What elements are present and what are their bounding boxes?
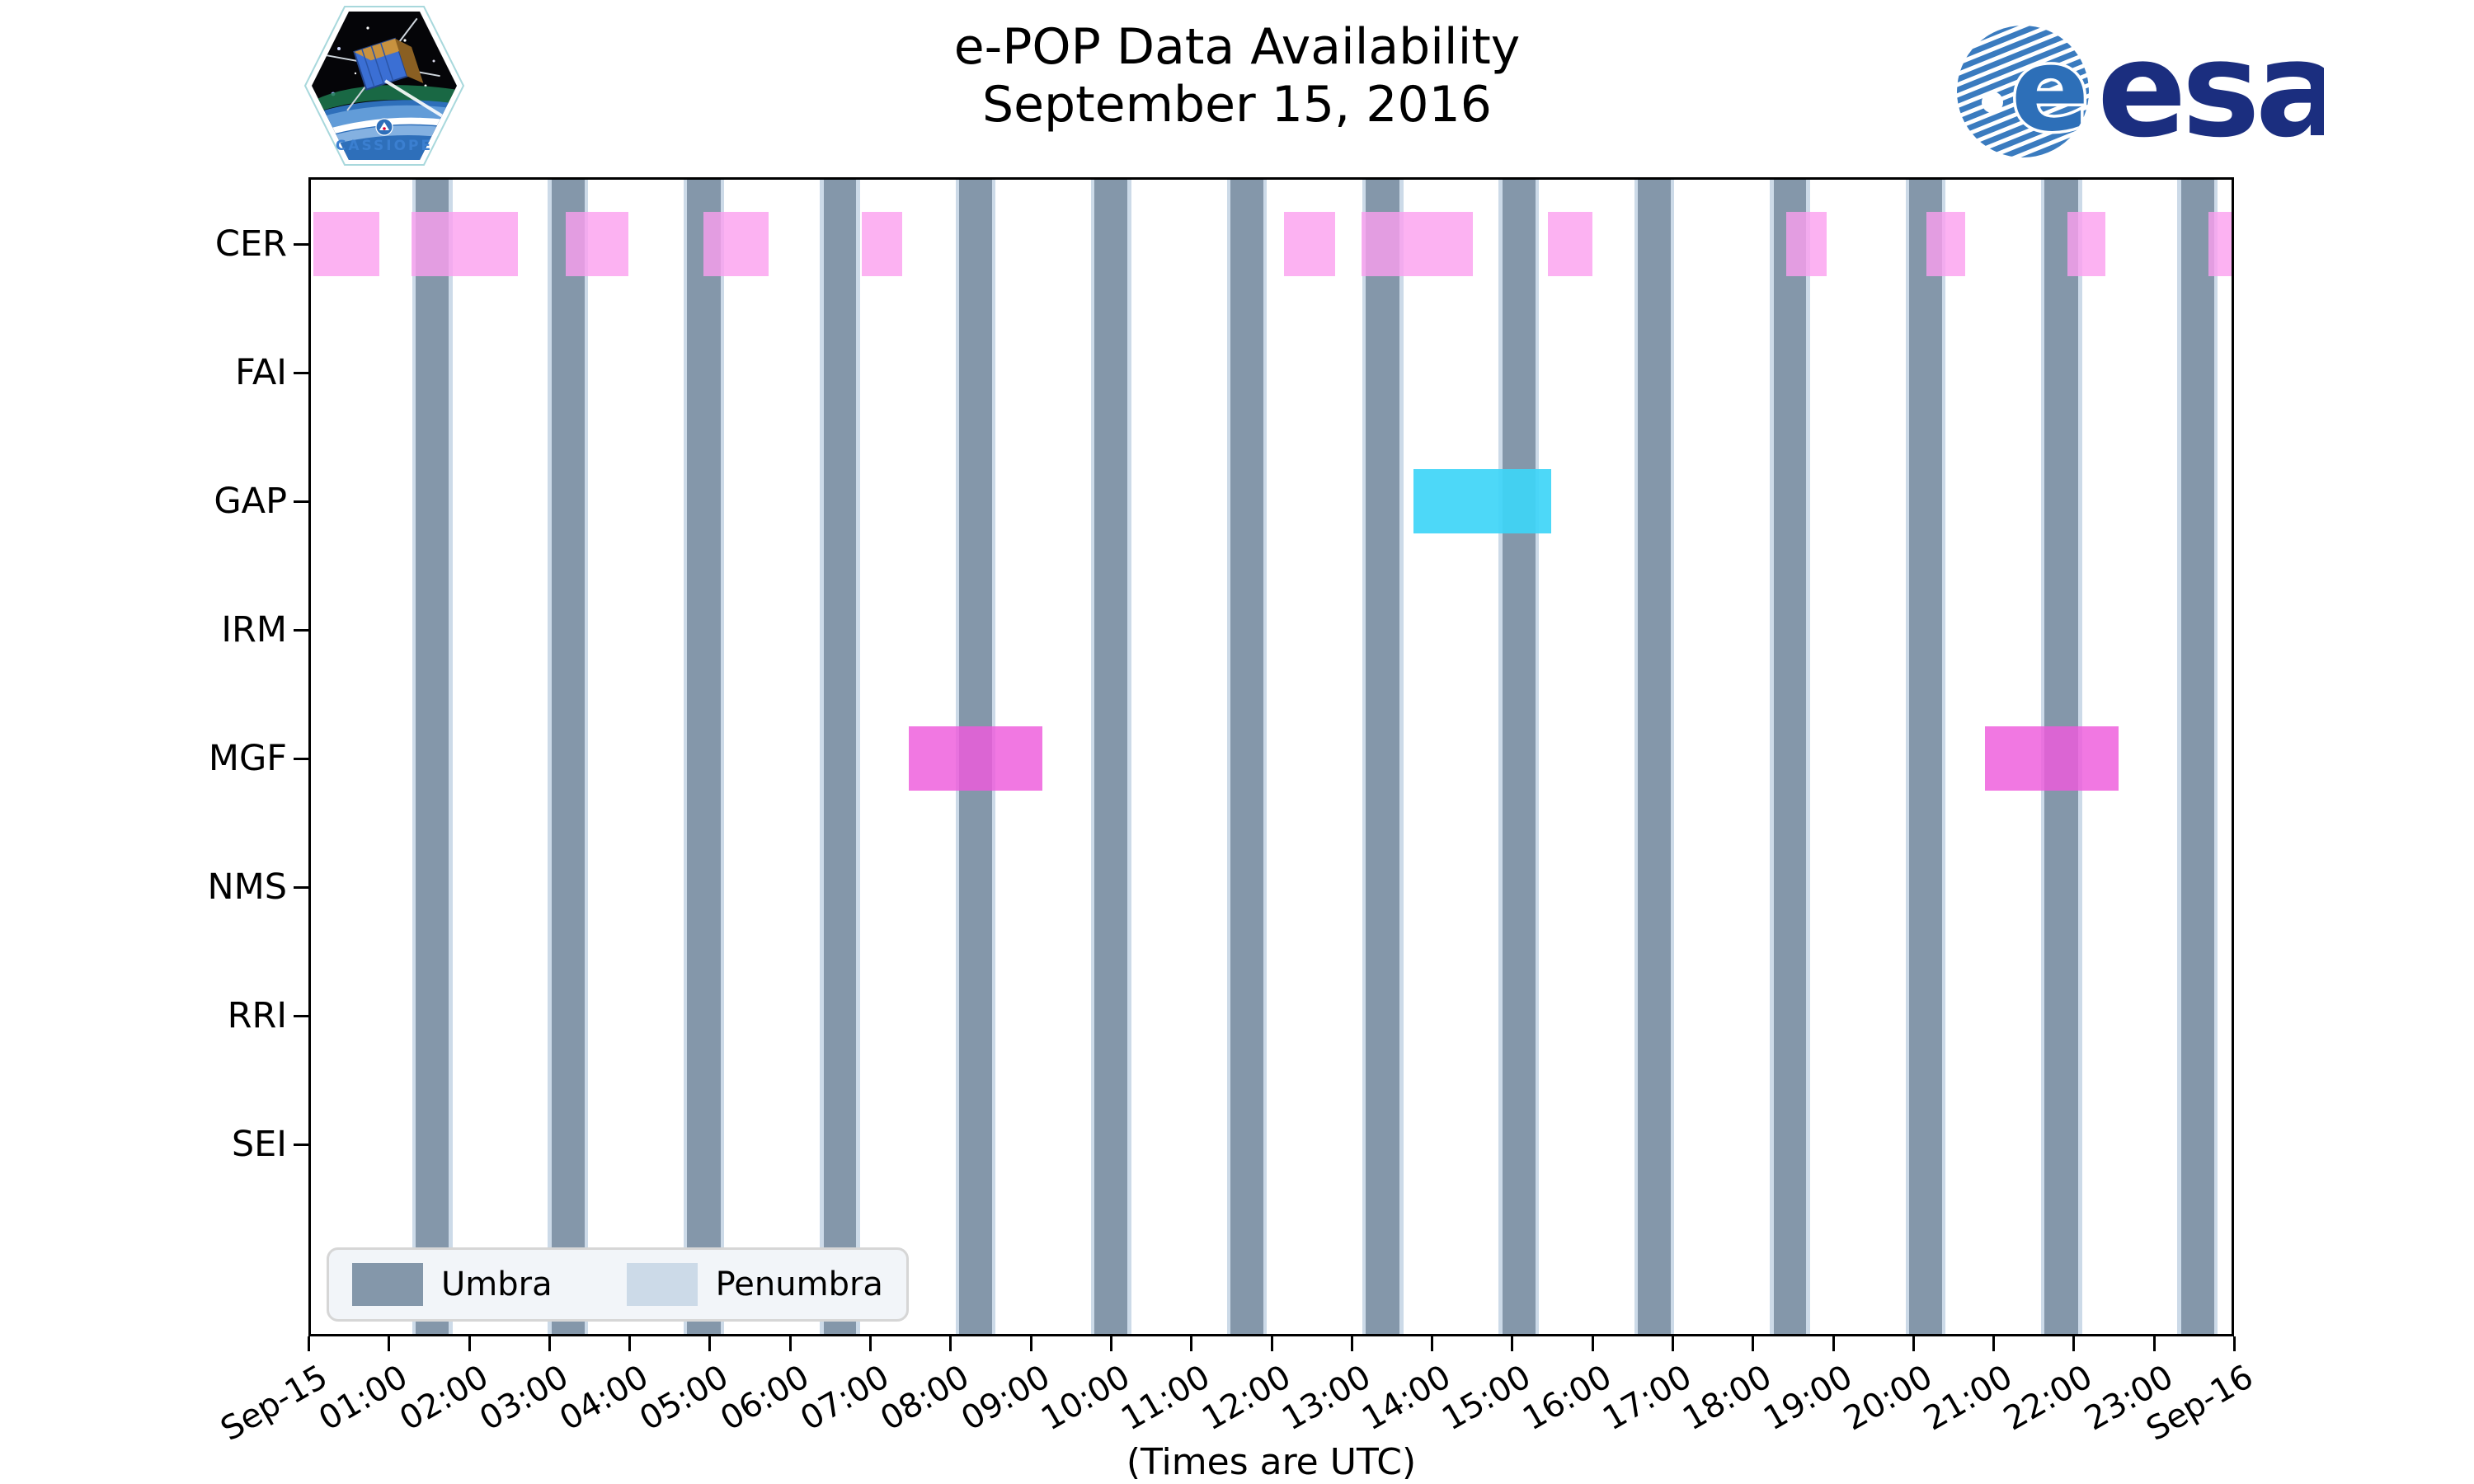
x-tick [1350, 1336, 1353, 1351]
legend-item-penumbra: Penumbra [626, 1263, 883, 1306]
esa-globe-e: e [2011, 23, 2090, 157]
cer-availability-bar [2208, 212, 2234, 276]
x-tick [388, 1336, 391, 1351]
cer-availability-bar [1926, 212, 1966, 276]
x-axis-caption: (Times are UTC) [1126, 1441, 1417, 1483]
umbra-swatch [352, 1263, 423, 1306]
x-tick [1752, 1336, 1755, 1351]
x-tick [1029, 1336, 1032, 1351]
x-tick [2152, 1336, 2156, 1351]
x-tick [1832, 1336, 1835, 1351]
y-tick [294, 629, 308, 632]
umbra-stripe [1908, 177, 1942, 1336]
mgf-availability-bar [1985, 726, 2119, 791]
y-tick [294, 500, 308, 503]
y-label-mgf: MGF [208, 738, 287, 779]
umbra-stripe [416, 177, 449, 1336]
penumbra-label: Penumbra [715, 1266, 883, 1303]
x-tick [1109, 1336, 1112, 1351]
umbra-stripe [1773, 177, 1807, 1336]
x-tick [308, 1336, 310, 1351]
gap-availability-bar [1413, 469, 1552, 533]
umbra-stripe [823, 177, 857, 1336]
y-tick [294, 1144, 308, 1146]
cer-availability-bar [1548, 212, 1592, 276]
umbra-stripe [1366, 177, 1400, 1336]
x-tick [1190, 1336, 1193, 1351]
cer-availability-bar [313, 212, 379, 276]
y-tick [294, 243, 308, 246]
x-tick [2233, 1336, 2236, 1351]
y-label-fai: FAI [235, 352, 287, 393]
legend: Umbra Penumbra [327, 1247, 909, 1322]
esa-logo: e esa [1957, 12, 2324, 167]
x-tick [788, 1336, 792, 1351]
esa-wordmark: esa [2097, 12, 2324, 167]
x-tick [949, 1336, 952, 1351]
x-tick [468, 1336, 471, 1351]
x-tick [708, 1336, 712, 1351]
cassiope-label: CASSIOPE [336, 138, 433, 154]
y-label-gap: GAP [214, 481, 287, 522]
x-tick [1511, 1336, 1514, 1351]
umbra-stripe [551, 177, 585, 1336]
cer-availability-bar [566, 212, 629, 276]
y-tick [294, 758, 308, 760]
cassiope-logo: CASSIOPE [303, 6, 465, 166]
x-tick [548, 1336, 551, 1351]
cer-availability-bar [2067, 212, 2106, 276]
x-tick [1912, 1336, 1915, 1351]
umbra-label: Umbra [441, 1266, 553, 1303]
y-label-cer: CER [214, 223, 287, 265]
x-tick [1992, 1336, 1996, 1351]
x-tick [1671, 1336, 1674, 1351]
esa-globe: e [1957, 23, 2090, 157]
cer-availability-bar [1284, 212, 1336, 276]
umbra-stripe [1502, 177, 1536, 1336]
earth-rim [312, 117, 457, 142]
y-tick [294, 1015, 308, 1017]
x-tick [869, 1336, 872, 1351]
y-tick [294, 886, 308, 889]
chart-title-line1: e-POP Data Availability [953, 18, 1521, 76]
penumbra-swatch [626, 1263, 698, 1306]
y-label-nms: NMS [207, 866, 287, 908]
cer-availability-bar [1786, 212, 1827, 276]
mgf-availability-bar [908, 726, 1043, 791]
aurora [312, 85, 457, 115]
x-tick [1591, 1336, 1594, 1351]
cer-availability-bar [703, 212, 769, 276]
umbra-stripe [1094, 177, 1128, 1336]
x-tick [1431, 1336, 1434, 1351]
y-tick [294, 372, 308, 374]
chart-title-line2: September 15, 2016 [982, 76, 1492, 134]
umbra-stripe [2180, 177, 2214, 1336]
x-tick [628, 1336, 632, 1351]
x-tick [1270, 1336, 1273, 1351]
y-label-sei: SEI [231, 1124, 287, 1165]
legend-item-umbra: Umbra [352, 1263, 553, 1306]
chart-title: e-POP Data Availability September 15, 20… [0, 18, 2474, 134]
satellite [320, 17, 446, 120]
x-tick [2072, 1336, 2076, 1351]
umbra-stripe [1230, 177, 1263, 1336]
cer-availability-bar [411, 212, 518, 276]
cer-availability-bar [862, 212, 902, 276]
y-label-irm: IRM [221, 609, 287, 650]
umbra-stripe [1638, 177, 1671, 1336]
umbra-stripe [687, 177, 722, 1336]
y-label-rri: RRI [227, 995, 287, 1036]
cer-availability-bar [1362, 212, 1473, 276]
